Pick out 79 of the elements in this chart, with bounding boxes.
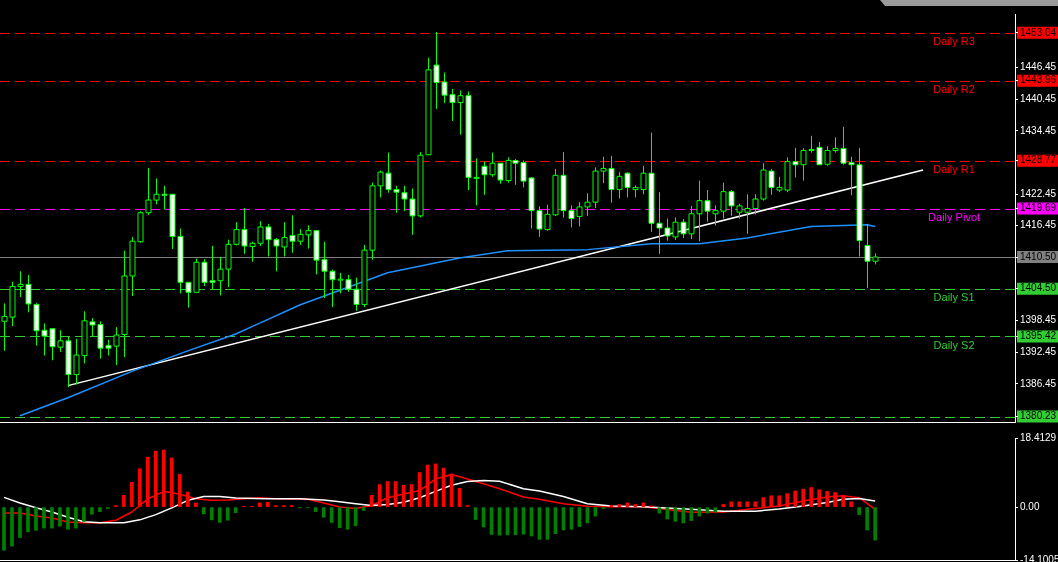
bar: [793, 490, 798, 507]
bar: [66, 507, 70, 530]
bar: [98, 507, 102, 512]
y-tick-label: 1428.77: [1020, 154, 1057, 166]
bar: [865, 507, 869, 531]
bar: [329, 507, 334, 523]
y-tick-label: 1398.45: [1020, 314, 1057, 326]
bar: [689, 507, 694, 521]
y-tick-label: 1419.69: [1020, 202, 1057, 214]
bar: [753, 501, 758, 507]
bar: [785, 493, 790, 507]
bar: [769, 495, 774, 507]
y-tick-label: 1416.45: [1020, 219, 1057, 231]
y-tick-label: 1380.23: [1020, 410, 1057, 422]
bar: [265, 501, 270, 507]
bar: [233, 507, 238, 514]
bar: [721, 504, 726, 507]
y-tick-label: 0.00: [1020, 500, 1040, 512]
bar: [130, 482, 134, 507]
bar: [697, 507, 702, 517]
bar: [873, 507, 877, 541]
bar: [801, 488, 806, 507]
bar: [761, 497, 766, 507]
bar: [50, 507, 54, 529]
y-tick-label: 1392.45: [1020, 345, 1057, 357]
bar: [26, 507, 30, 533]
y-tick-label: 1440.45: [1020, 92, 1057, 104]
bar: [737, 501, 742, 507]
bar: [777, 495, 782, 507]
y-tick-label: 1410.50: [1020, 250, 1057, 262]
bar: [833, 492, 838, 507]
bar: [201, 507, 206, 515]
bar: [857, 507, 861, 515]
bar: [2, 507, 6, 551]
y-tick-label: 1422.45: [1020, 187, 1057, 199]
bar: [42, 507, 46, 529]
ref-line-label: Daily R1: [933, 162, 975, 175]
y-tick-label: 18.4129: [1020, 431, 1057, 443]
y-tick-label: 1386.45: [1020, 377, 1057, 389]
y-tick-label: 1434.45: [1020, 124, 1057, 136]
bar: [34, 507, 38, 531]
bar: [74, 507, 78, 529]
bar: [18, 507, 22, 538]
bar: [225, 507, 230, 521]
bar: [849, 501, 853, 507]
bar: [90, 507, 94, 515]
bar: [185, 491, 190, 507]
bar: [617, 504, 622, 507]
y-tick-label: 1443.96: [1020, 74, 1057, 86]
bar: [10, 507, 14, 547]
bar: [817, 489, 822, 507]
bar: [841, 495, 845, 507]
y-tick-label: 1404.50: [1020, 282, 1057, 294]
bar: [209, 507, 214, 521]
bar: [705, 507, 710, 514]
ref-line-label: Daily R3: [933, 34, 975, 47]
y-tick-label: 1395.42: [1020, 330, 1057, 342]
bar: [122, 495, 126, 507]
bar: [729, 501, 734, 507]
bar: [217, 507, 222, 523]
y-tick-label: 1453.04: [1020, 26, 1057, 38]
bar: [745, 501, 750, 507]
ref-line-label: Daily R2: [933, 82, 975, 95]
bar: [633, 504, 638, 507]
y-tick-label: 1446.45: [1020, 61, 1057, 73]
bar: [321, 507, 326, 518]
bar: [681, 507, 686, 524]
bar: [58, 507, 62, 527]
bar: [361, 507, 366, 511]
bar: [82, 507, 86, 522]
ref-line-label: Daily S1: [933, 290, 975, 303]
bar: [313, 507, 318, 512]
bar: [193, 502, 198, 507]
ref-line-label: Daily Pivot: [928, 210, 981, 223]
bar: [825, 491, 830, 507]
bar: [809, 487, 814, 507]
bar: [257, 502, 262, 507]
bar: [713, 507, 718, 513]
ref-line-label: Daily S2: [933, 338, 975, 351]
